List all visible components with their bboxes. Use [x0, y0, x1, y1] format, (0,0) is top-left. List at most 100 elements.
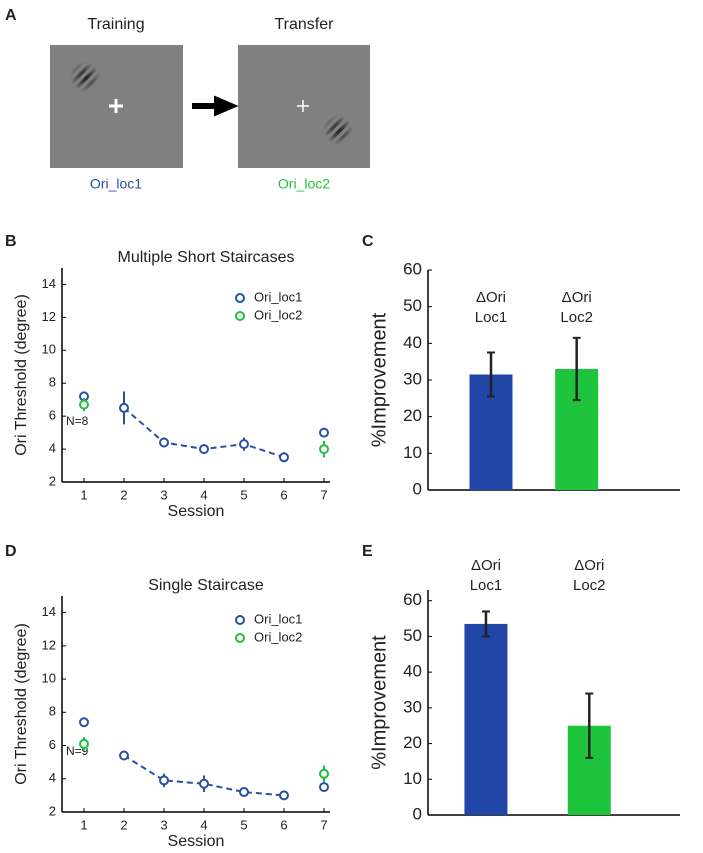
y-tick-label: 60 [403, 259, 422, 278]
data-point [159, 437, 169, 448]
y-tick-label: 30 [403, 697, 422, 716]
data-point [319, 782, 329, 793]
legend-label: Ori_loc2 [254, 629, 302, 644]
data-point [119, 750, 129, 761]
arrow [192, 95, 239, 117]
data-point [239, 787, 249, 798]
stimulus-label: Ori_loc1 [90, 176, 142, 192]
category-label: Loc1 [475, 309, 508, 326]
legend-label: Ori_loc1 [254, 289, 302, 304]
y-tick-label: 0 [413, 804, 422, 823]
y-tick-label: 10 [403, 769, 422, 788]
x-tick-label: 7 [320, 817, 327, 832]
data-point [319, 768, 329, 779]
y-tick-label: 10 [42, 342, 56, 357]
y-tick-label: 60 [403, 590, 422, 609]
x-tick-label: 1 [80, 817, 87, 832]
stimulus-label: Ori_loc2 [278, 176, 330, 192]
chart-title: Multiple Short Staircases [118, 249, 295, 266]
category-label: ΔOri [476, 289, 506, 306]
series-line [123, 754, 285, 797]
legend-marker [235, 311, 245, 321]
fixation-cross [297, 100, 309, 112]
legend-marker [235, 615, 245, 625]
gabor [323, 115, 353, 145]
data-point [319, 427, 329, 438]
data-point [199, 778, 209, 789]
y-tick-label: 30 [403, 369, 422, 388]
x-tick-label: 6 [280, 817, 287, 832]
x-tick-label: 3 [160, 817, 167, 832]
x-tick-label: 2 [120, 487, 127, 502]
y-tick-label: 20 [403, 733, 422, 752]
panel-letter: E [362, 543, 373, 560]
y-tick-label: 2 [49, 473, 56, 488]
y-tick-label: 20 [403, 406, 422, 425]
y-tick-label: 50 [403, 296, 422, 315]
y-tick-label: 6 [49, 408, 56, 423]
category-label: ΔOri [562, 289, 592, 306]
data-point [279, 452, 289, 463]
category-label: ΔOri [574, 557, 604, 574]
data-point [79, 738, 89, 749]
fixation-cross [109, 99, 123, 113]
y-tick-label: 8 [49, 375, 56, 390]
y-tick-label: 8 [49, 704, 56, 719]
annotation: N=8 [66, 414, 89, 428]
panel-a-caption: Transfer [275, 16, 335, 33]
chart-title: Single Staircase [148, 577, 264, 594]
y-tick-label: 14 [42, 276, 56, 291]
gabor [70, 62, 100, 92]
panel-a-caption: Training [87, 16, 144, 33]
category-label: Loc1 [470, 577, 503, 594]
data-point [159, 775, 169, 786]
data-point [119, 402, 129, 413]
x-axis-label: Session [168, 503, 225, 520]
y-tick-label: 4 [49, 770, 56, 785]
y-tick-label: 6 [49, 737, 56, 752]
y-axis-label: %Improvement [368, 635, 390, 770]
data-point [239, 439, 249, 450]
y-tick-label: 2 [49, 803, 56, 818]
data-point [319, 444, 329, 455]
x-axis-label: Session [168, 833, 225, 850]
data-point [199, 444, 209, 455]
x-tick-label: 5 [240, 817, 247, 832]
legend-marker [235, 293, 245, 303]
x-tick-label: 4 [200, 817, 207, 832]
legend-label: Ori_loc1 [254, 611, 302, 626]
data-point [79, 717, 89, 728]
y-axis-label: Ori Threshold (degree) [13, 294, 30, 456]
y-axis-label: %Improvement [368, 312, 390, 447]
y-tick-label: 40 [403, 333, 422, 352]
category-label: ΔOri [471, 557, 501, 574]
data-point [279, 790, 289, 801]
y-tick-label: 50 [403, 626, 422, 645]
y-tick-label: 4 [49, 441, 56, 456]
panel-letter: D [5, 543, 17, 560]
x-tick-label: 6 [280, 487, 287, 502]
y-tick-label: 10 [42, 671, 56, 686]
y-tick-label: 0 [413, 479, 422, 498]
y-tick-label: 12 [42, 309, 56, 324]
legend-marker [235, 633, 245, 643]
bar [464, 623, 508, 815]
y-axis-label: Ori Threshold (degree) [13, 623, 30, 785]
x-tick-label: 3 [160, 487, 167, 502]
legend-label: Ori_loc2 [254, 307, 302, 322]
x-tick-label: 7 [320, 487, 327, 502]
category-label: Loc2 [573, 577, 606, 594]
panel-letter: A [5, 7, 17, 24]
category-label: Loc2 [560, 309, 593, 326]
panel-letter: C [362, 233, 374, 250]
x-tick-label: 2 [120, 817, 127, 832]
x-tick-label: 1 [80, 487, 87, 502]
y-tick-label: 40 [403, 662, 422, 681]
x-tick-label: 4 [200, 487, 207, 502]
panel-letter: B [5, 233, 17, 250]
y-tick-label: 12 [42, 637, 56, 652]
y-tick-label: 14 [42, 604, 56, 619]
x-tick-label: 5 [240, 487, 247, 502]
y-tick-label: 10 [403, 443, 422, 462]
